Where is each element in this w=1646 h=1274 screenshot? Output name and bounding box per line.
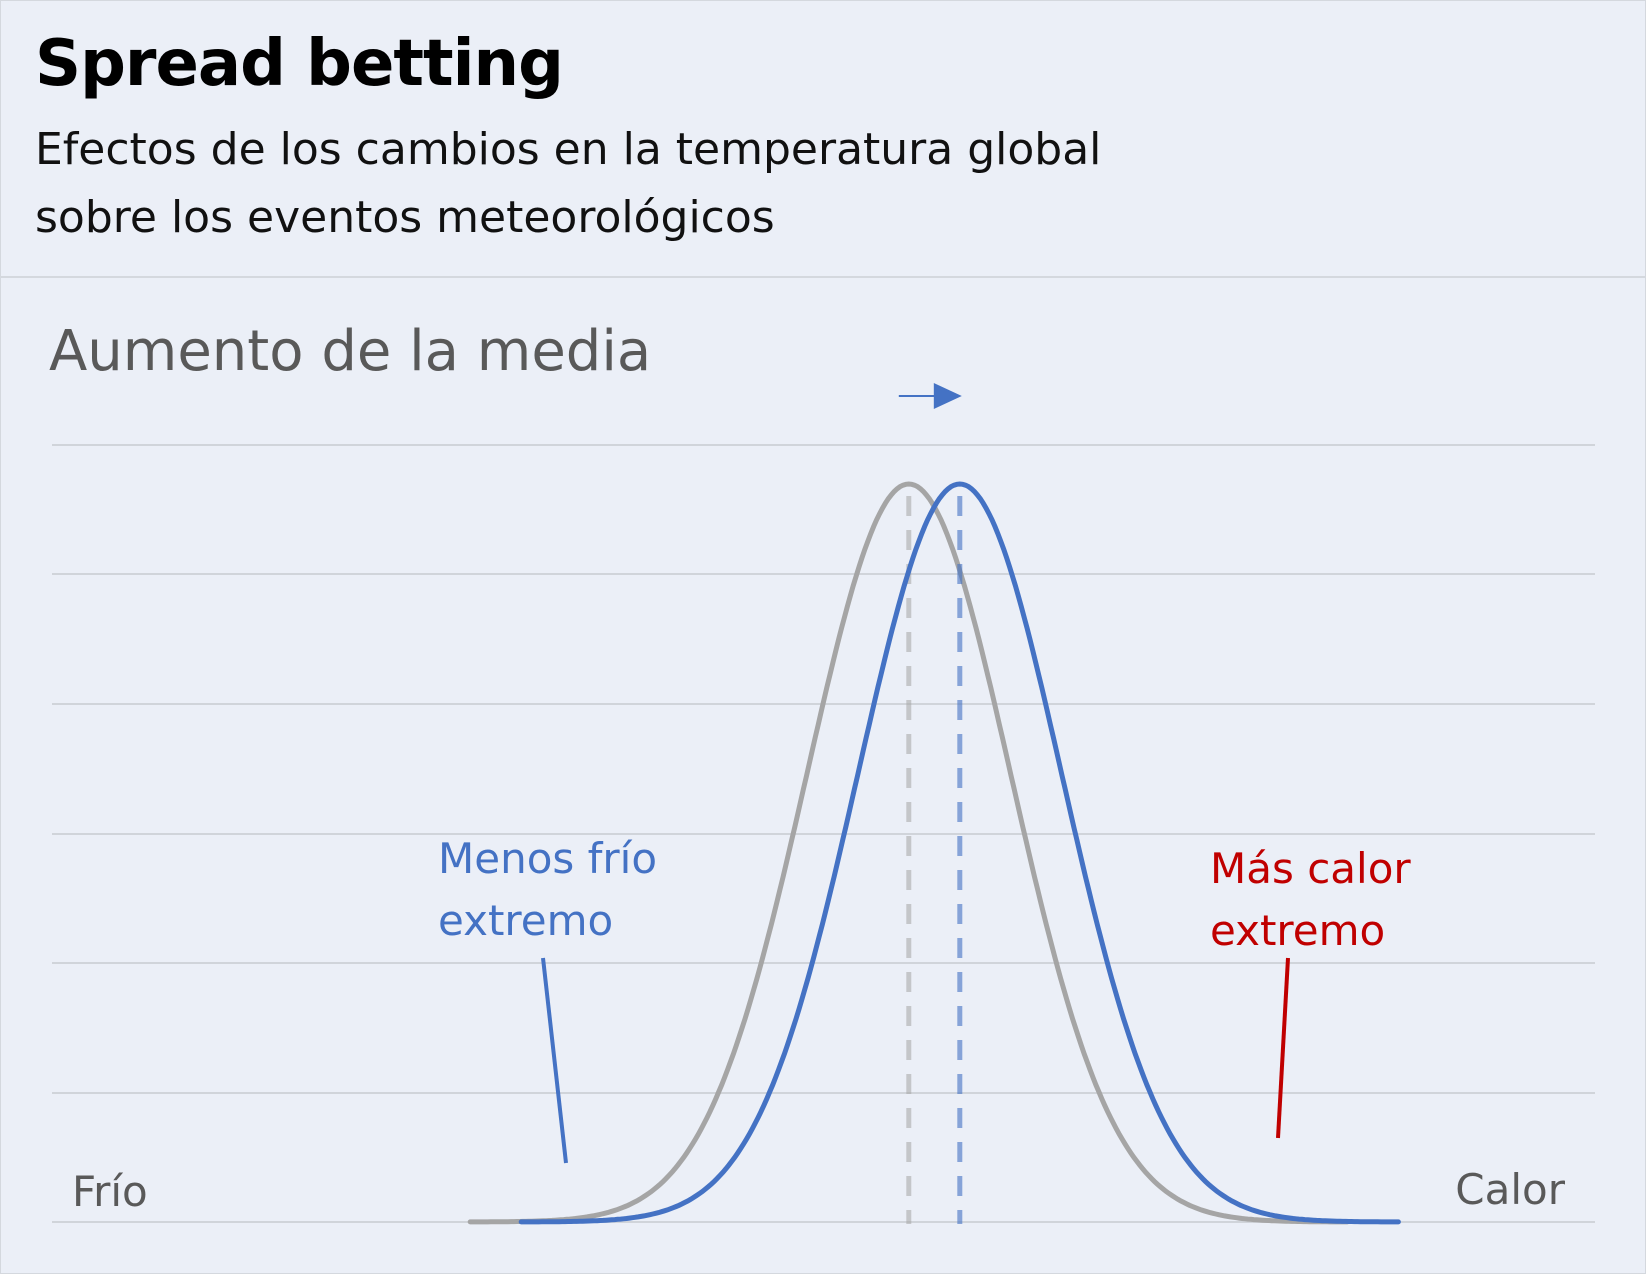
chart-subtitle: Efectos de los cambios en la temperatura…	[35, 116, 1235, 252]
series-curve-0	[467, 481, 1350, 1225]
annotation-1-line1: Más calor	[1210, 844, 1411, 893]
chart-title: Spread betting	[35, 27, 564, 101]
x-left-label: Frío	[72, 1167, 148, 1216]
annotation-0-line1: Menos frío	[438, 834, 657, 883]
subtitle-line-2: sobre los eventos meteorológicos	[35, 192, 775, 243]
series-curve-1	[518, 481, 1401, 1225]
chart-header: Spread betting Efectos de los cambios en…	[1, 1, 1645, 278]
x-right-label: Calor	[1455, 1165, 1565, 1214]
annotation-0-leader	[541, 957, 568, 1164]
panel-title: Aumento de la media	[49, 319, 652, 384]
annotation-1-leader	[1276, 957, 1290, 1139]
annotation-1-line2: extremo	[1210, 906, 1385, 955]
shift-arrow-head	[933, 383, 962, 409]
subtitle-line-1: Efectos de los cambios en la temperatura…	[35, 124, 1102, 175]
annotation-0-line2: extremo	[438, 896, 613, 945]
